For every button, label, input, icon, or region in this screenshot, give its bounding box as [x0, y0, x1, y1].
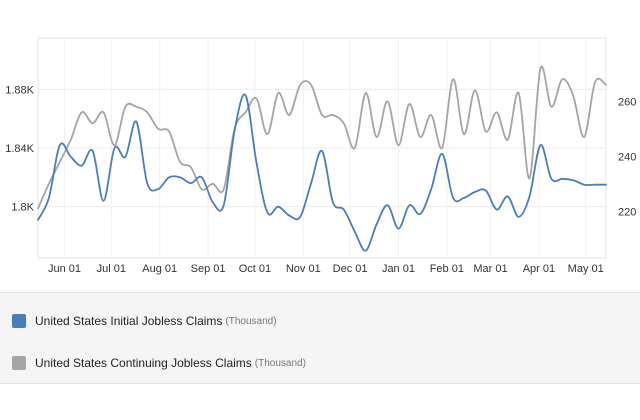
x-axis-tick-label: Feb 01 — [430, 263, 464, 275]
series-line-continuing-claims[interactable] — [37, 65, 607, 210]
right-axis-tick-label: 220 — [618, 206, 636, 218]
legend: United States Initial Jobless Claims (Th… — [0, 292, 640, 384]
legend-item-initial-claims[interactable]: United States Initial Jobless Claims (Th… — [12, 312, 277, 330]
grid-lines — [37, 37, 607, 259]
right-axis-tick-label: 240 — [618, 151, 636, 163]
right-axis-tick-label: 260 — [618, 96, 636, 108]
legend-label-initial-claims: United States Initial Jobless Claims — [35, 314, 223, 328]
left-axis-tick-label: 1.88K — [5, 84, 34, 96]
legend-unit-continuing-claims: (Thousand) — [254, 357, 306, 369]
line-chart: 1.8K 1.84K 1.88K 220 240 260 Jun 01 Jul 01 Aug 0… — [5, 37, 636, 275]
legend-label-continuing-claims: United States Continuing Jobless Claims — [35, 356, 252, 370]
left-axis-tick-label: 1.8K — [11, 202, 34, 214]
axis-tick-labels: 1.8K 1.84K 1.88K 220 240 260 Jun 01 Jul 01 Aug 0… — [5, 84, 636, 275]
series-line-initial-claims[interactable] — [37, 93, 607, 252]
x-axis-tick-label: Apr 01 — [523, 263, 555, 275]
x-axis-tick-label: Aug 01 — [142, 263, 177, 275]
series-lines — [37, 65, 607, 252]
legend-item-continuing-claims[interactable]: United States Continuing Jobless Claims … — [12, 354, 306, 372]
x-axis-tick-label: Oct 01 — [239, 263, 271, 275]
x-axis-tick-label: Jun 01 — [48, 263, 81, 275]
left-axis-tick-label: 1.84K — [5, 143, 34, 155]
x-axis-tick-label: May 01 — [568, 263, 604, 275]
x-axis-tick-label: Mar 01 — [473, 263, 507, 275]
x-axis-tick-label: Dec 01 — [333, 263, 368, 275]
x-axis-tick-label: Jan 01 — [382, 263, 415, 275]
x-axis-tick-label: Nov 01 — [286, 263, 321, 275]
legend-swatch-initial-claims — [12, 314, 26, 328]
x-axis-tick-label: Jul 01 — [97, 263, 126, 275]
x-axis-tick-label: Sep 01 — [191, 263, 226, 275]
legend-unit-initial-claims: (Thousand) — [225, 315, 277, 327]
legend-swatch-continuing-claims — [12, 356, 26, 370]
